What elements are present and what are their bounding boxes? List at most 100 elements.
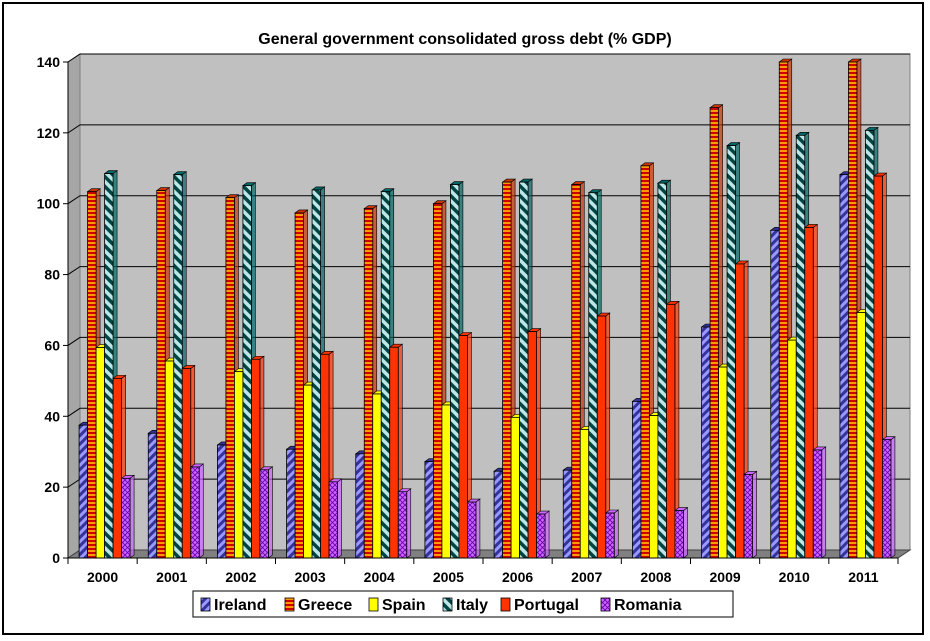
bar-side bbox=[890, 436, 896, 559]
bar-front bbox=[225, 197, 235, 559]
y-axis: 0 20 40 60 80 100 120 140 bbox=[37, 54, 69, 566]
bar-front bbox=[294, 212, 304, 559]
bar-front bbox=[743, 473, 753, 559]
gridline bbox=[67, 195, 910, 205]
y-tick-label: 60 bbox=[44, 337, 60, 353]
bar-front bbox=[372, 393, 382, 559]
bar bbox=[674, 506, 689, 559]
x-axis: 2000 2001 2002 2003 2004 2005 2006 2007 2008 2009… bbox=[67, 557, 899, 585]
chart-title: General government consolidated gross de… bbox=[258, 31, 671, 48]
bar-front bbox=[562, 469, 573, 559]
bar-front bbox=[424, 461, 434, 559]
bar bbox=[397, 488, 412, 559]
gridline bbox=[67, 266, 910, 275]
bar-front bbox=[467, 501, 477, 559]
bar-side bbox=[544, 510, 550, 559]
legend-swatch bbox=[368, 597, 379, 612]
bar-front bbox=[397, 491, 408, 559]
legend-swatch bbox=[200, 597, 211, 612]
bar-front bbox=[856, 312, 866, 559]
x-tick-label: 2011 bbox=[848, 569, 879, 585]
bar-front bbox=[87, 191, 97, 559]
bar-front bbox=[718, 366, 728, 559]
x-tick-label: 2004 bbox=[364, 569, 395, 585]
bar bbox=[466, 498, 481, 559]
bar-side bbox=[821, 446, 827, 559]
bar-front bbox=[164, 360, 175, 559]
bar-side bbox=[752, 470, 757, 559]
bar-front bbox=[112, 377, 122, 559]
x-tick-label: 2005 bbox=[433, 569, 464, 585]
bar-front bbox=[458, 335, 468, 559]
bar bbox=[189, 463, 205, 559]
bar-front bbox=[181, 368, 192, 559]
plot-side-wall bbox=[67, 53, 81, 559]
bar-front bbox=[380, 191, 391, 559]
bar-front bbox=[156, 190, 166, 559]
y-tick-label: 40 bbox=[44, 408, 60, 424]
bar-front bbox=[588, 192, 598, 559]
bar-front bbox=[674, 510, 684, 559]
bar-side bbox=[129, 474, 135, 559]
bar-front bbox=[328, 481, 338, 559]
bar-front bbox=[121, 477, 131, 559]
legend-item: Portugal bbox=[500, 597, 579, 614]
bar bbox=[881, 436, 896, 559]
x-tick-label: 2008 bbox=[640, 569, 671, 585]
bar-front bbox=[502, 181, 512, 559]
bar-front bbox=[787, 339, 797, 559]
bar-front bbox=[770, 229, 780, 559]
legend-label: Romania bbox=[614, 597, 682, 614]
bar-front bbox=[173, 174, 183, 559]
bar-front bbox=[812, 449, 823, 559]
bar-front bbox=[234, 371, 244, 559]
bar bbox=[812, 446, 827, 559]
bar-front bbox=[441, 404, 451, 559]
y-tick-label: 80 bbox=[44, 267, 60, 283]
bar-front bbox=[147, 432, 158, 559]
bar-front bbox=[632, 401, 642, 559]
x-tick-label: 2009 bbox=[710, 569, 741, 585]
bar-front bbox=[251, 358, 261, 559]
bar-front bbox=[579, 428, 590, 559]
bar-front bbox=[701, 326, 711, 559]
bar-front bbox=[363, 208, 374, 559]
bar-front bbox=[882, 439, 892, 559]
bar-side bbox=[268, 466, 273, 559]
bar-front bbox=[510, 416, 520, 559]
legend-label: Italy bbox=[456, 597, 488, 614]
bar bbox=[259, 466, 274, 559]
bar-front bbox=[571, 184, 581, 559]
y-tick-label: 0 bbox=[52, 550, 60, 566]
bar-front bbox=[640, 165, 650, 559]
legend-box bbox=[192, 590, 734, 618]
bar-front bbox=[839, 174, 849, 559]
x-tick-label: 2002 bbox=[225, 569, 256, 585]
bar bbox=[743, 470, 758, 559]
bar-front bbox=[493, 470, 503, 559]
bar-front bbox=[78, 424, 88, 559]
legend-item: Spain bbox=[368, 597, 426, 614]
bar-side bbox=[198, 463, 204, 559]
bar-front bbox=[527, 331, 537, 559]
x-tick-label: 2001 bbox=[156, 569, 187, 585]
legend-swatch bbox=[500, 597, 511, 612]
bar-front bbox=[217, 444, 227, 559]
x-tick-label: 2010 bbox=[779, 569, 810, 585]
bar-front bbox=[596, 315, 607, 559]
bar-front bbox=[735, 263, 745, 559]
legend-item: Ireland bbox=[200, 597, 266, 614]
bar bbox=[604, 509, 620, 559]
gridline bbox=[67, 124, 910, 134]
bar-front bbox=[95, 347, 105, 559]
bar-side bbox=[475, 498, 481, 559]
legend-item: Greece bbox=[284, 597, 352, 614]
bar-front bbox=[433, 203, 443, 559]
legend-label: Greece bbox=[298, 597, 352, 614]
gridline bbox=[67, 336, 910, 346]
bar bbox=[120, 474, 135, 559]
bar-front bbox=[804, 227, 814, 559]
bar-side bbox=[406, 488, 412, 559]
bar-front bbox=[649, 415, 659, 559]
bar-front bbox=[355, 453, 365, 559]
